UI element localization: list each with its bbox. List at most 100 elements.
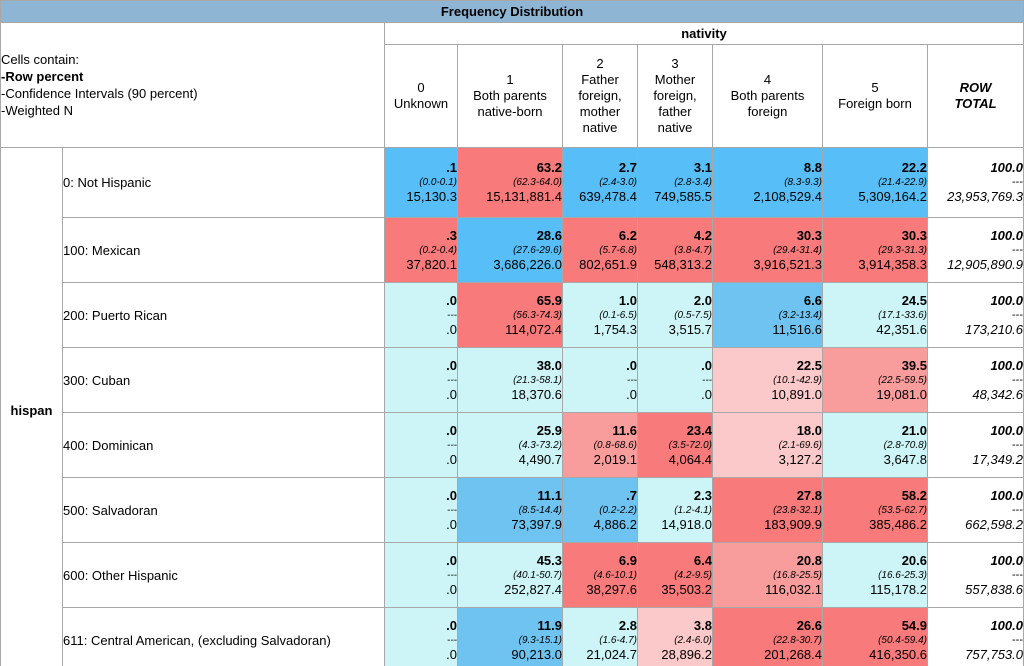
cell-confidence-interval: --- — [447, 309, 457, 321]
cell-weighted-n: 183,909.9 — [764, 516, 822, 532]
cell-confidence-interval: (0.2-2.2) — [599, 504, 637, 516]
column-code: 4 — [763, 72, 772, 87]
row-total-percent: 100.0 — [990, 617, 1023, 633]
cell-confidence-interval: (62.3-64.0) — [513, 177, 562, 188]
data-cell: .3 (0.2-0.4) 37,820.1 — [384, 217, 458, 283]
data-cell: 38.0 (21.3-58.1) 18,370.6 — [457, 347, 563, 413]
cell-weighted-n: .0 — [446, 646, 457, 662]
column-code: 3 — [671, 56, 679, 71]
cell-weighted-n: 21,024.7 — [586, 646, 637, 662]
cell-confidence-interval: (21.3-58.1) — [513, 374, 562, 386]
cell-weighted-n: .0 — [446, 581, 457, 597]
legend-line-confidence-intervals: -Confidence Intervals (90 percent) — [1, 86, 198, 101]
data-cell: 54.9 (50.4-59.4) 416,350.6 — [822, 607, 928, 666]
cell-confidence-interval: (17.1-33.6) — [878, 309, 927, 321]
data-cell: .0 --- .0 — [384, 542, 458, 608]
table-row: hispan 0: Not Hispanic .1 (0.0-0.1) 15,130.3… — [0, 147, 1024, 666]
cell-weighted-n: 4,490.7 — [518, 451, 562, 467]
data-cell: 11.1 (8.5-14.4) 73,397.9 — [457, 477, 563, 543]
cell-row-percent: 18.0 — [796, 422, 822, 438]
cell-confidence-interval: (5.7-6.8) — [599, 244, 637, 256]
cell-confidence-interval: (4.3-73.2) — [518, 439, 562, 451]
cell-weighted-n: .0 — [446, 386, 457, 402]
cell-row-percent: .0 — [626, 357, 637, 373]
cell-weighted-n: 15,130.3 — [406, 189, 457, 204]
cell-row-percent: 20.8 — [796, 552, 822, 568]
cell-weighted-n: .0 — [626, 386, 637, 402]
cell-weighted-n: 749,585.5 — [654, 189, 712, 204]
row-total-weighted-n: 757,753.0 — [965, 646, 1023, 662]
cell-weighted-n: 73,397.9 — [511, 516, 562, 532]
row-total-dashes: --- — [1012, 243, 1023, 256]
column-code: 0 — [417, 80, 425, 95]
column-variable-row: Cells contain: -Row percent -Confidence … — [0, 22, 1024, 148]
cell-row-percent: 38.0 — [536, 357, 562, 373]
data-cell: 24.5 (17.1-33.6) 42,351.6 — [822, 282, 928, 348]
column-header-3: 3 Mother foreign, father native — [637, 44, 713, 148]
row-total-weighted-n: 173,210.6 — [965, 321, 1023, 337]
cell-weighted-n: .0 — [446, 451, 457, 467]
cell-row-percent: 65.9 — [536, 292, 562, 308]
row-total-cell: 100.0 --- 12,905,890.9 — [927, 217, 1024, 283]
cell-confidence-interval: (0.0-0.1) — [419, 177, 457, 188]
cell-confidence-interval: (22.8-30.7) — [773, 634, 822, 646]
column-label: Foreign born — [838, 96, 912, 111]
cell-weighted-n: 38,297.6 — [586, 581, 637, 597]
column-header-5: 5 Foreign born — [822, 44, 928, 148]
cell-weighted-n: 5,309,164.2 — [858, 189, 927, 204]
cell-weighted-n: 1,754.3 — [593, 321, 637, 337]
cell-row-percent: 6.2 — [618, 227, 637, 243]
row-total-cell: 100.0 --- 173,210.6 — [927, 282, 1024, 348]
cell-confidence-interval: --- — [447, 634, 457, 646]
cell-row-percent: .1 — [446, 160, 457, 175]
data-cell: 6.2 (5.7-6.8) 802,651.9 — [562, 217, 638, 283]
cell-confidence-interval: (1.6-4.7) — [599, 634, 637, 646]
cell-weighted-n: 201,268.4 — [764, 646, 822, 662]
cell-row-percent: 2.3 — [693, 487, 712, 503]
data-cell: 2.0 (0.5-7.5) 3,515.7 — [637, 282, 713, 348]
cell-row-percent: .0 — [446, 357, 457, 373]
cell-weighted-n: 3,916,521.3 — [753, 256, 822, 272]
cell-row-percent: .0 — [701, 357, 712, 373]
data-cell: 30.3 (29.3-31.3) 3,914,358.3 — [822, 217, 928, 283]
cell-weighted-n: 3,515.7 — [668, 321, 712, 337]
cell-confidence-interval: (50.4-59.4) — [878, 634, 927, 646]
row-total-header: ROW TOTAL — [927, 44, 1024, 148]
data-cell: 18.0 (2.1-69.6) 3,127.2 — [712, 412, 823, 478]
title-row: Frequency Distribution — [0, 0, 1024, 23]
cell-confidence-interval: (0.1-6.5) — [599, 309, 637, 321]
column-label: Unknown — [393, 96, 449, 111]
cell-confidence-interval: (21.4-22.9) — [878, 177, 927, 188]
cell-weighted-n: 18,370.6 — [511, 386, 562, 402]
data-cell: .7 (0.2-2.2) 4,886.2 — [562, 477, 638, 543]
cell-weighted-n: 252,827.4 — [504, 581, 562, 597]
row-label: 400: Dominican — [62, 412, 385, 478]
data-cell: 22.5 (10.1-42.9) 10,891.0 — [712, 347, 823, 413]
cell-row-percent: 21.0 — [901, 422, 927, 438]
row-total-dashes: --- — [1012, 503, 1023, 516]
cell-confidence-interval: (16.8-25.5) — [773, 569, 822, 581]
data-cell: 26.6 (22.8-30.7) 201,268.4 — [712, 607, 823, 666]
row-total-cell: 100.0 --- 48,342.6 — [927, 347, 1024, 413]
cell-row-percent: 3.8 — [693, 617, 712, 633]
cell-row-percent: 30.3 — [901, 227, 927, 243]
cell-row-percent: 39.5 — [901, 357, 927, 373]
cell-row-percent: 3.1 — [693, 160, 712, 175]
column-header-row: 0 Unknown 1 Both parents native-born 2 Father… — [1, 44, 1024, 148]
row-total-weighted-n: 48,342.6 — [972, 386, 1023, 402]
cell-confidence-interval: (9.3-15.1) — [518, 634, 562, 646]
cell-confidence-interval: (22.5-59.5) — [878, 374, 927, 386]
cell-row-percent: 8.8 — [803, 160, 822, 175]
cell-weighted-n: 90,213.0 — [511, 646, 562, 662]
cell-confidence-interval: --- — [447, 374, 457, 386]
cell-row-percent: 1.0 — [618, 292, 637, 308]
data-cell: .0 --- .0 — [562, 347, 638, 413]
data-cell: 23.4 (3.5-72.0) 4,064.4 — [637, 412, 713, 478]
row-total-percent: 100.0 — [990, 292, 1023, 308]
row-label: 600: Other Hispanic — [62, 542, 385, 608]
data-cell: 4.2 (3.8-4.7) 548,313.2 — [637, 217, 713, 283]
table-row: 300: Cuban .0 --- .0 38.0 (21.3-58.1) 18,370.6… — [1, 347, 1024, 413]
data-cell: 27.8 (23.8-32.1) 183,909.9 — [712, 477, 823, 543]
cell-confidence-interval: (2.8-3.4) — [674, 177, 712, 188]
